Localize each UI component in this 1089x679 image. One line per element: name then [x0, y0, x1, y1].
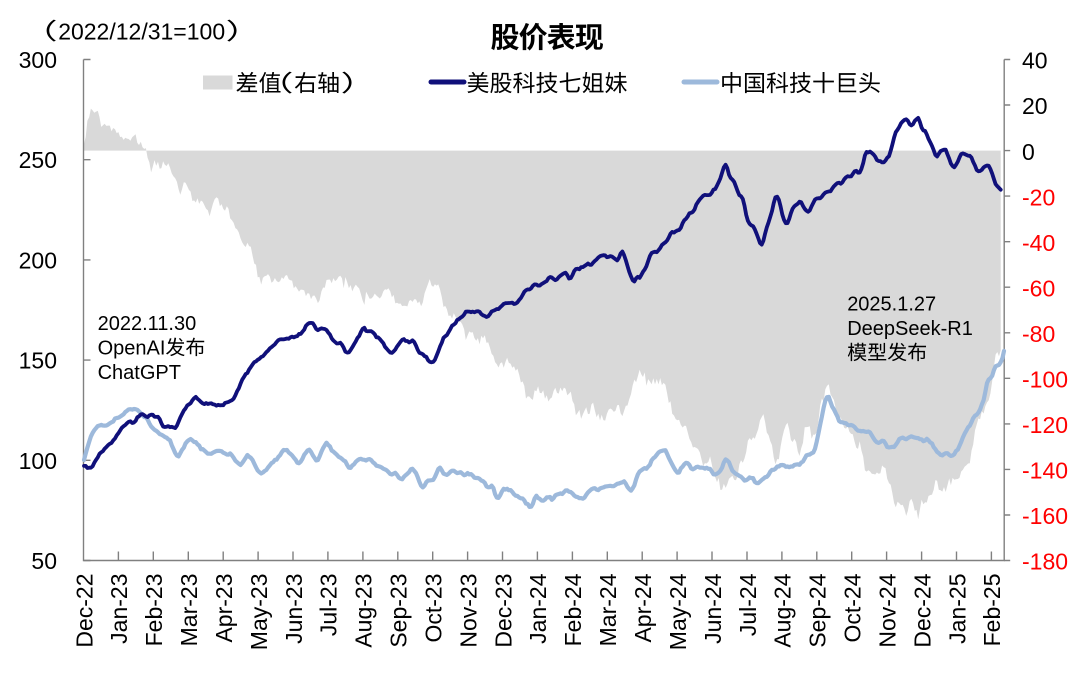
svg-text:250: 250: [19, 147, 57, 173]
svg-text:May-23: May-23: [246, 574, 272, 651]
svg-text:Sep-23: Sep-23: [386, 574, 412, 648]
svg-text:Apr-23: Apr-23: [211, 574, 237, 643]
svg-text:Aug-23: Aug-23: [351, 574, 377, 648]
svg-text:Oct-23: Oct-23: [421, 574, 447, 643]
svg-text:Feb-25: Feb-25: [979, 574, 1005, 647]
svg-text:Mar-24: Mar-24: [595, 573, 621, 646]
svg-text:Mar-23: Mar-23: [176, 574, 202, 647]
svg-text:150: 150: [19, 348, 57, 374]
svg-text:Nov-23: Nov-23: [455, 574, 481, 648]
svg-text:Dec-24: Dec-24: [909, 573, 935, 647]
svg-text:40: 40: [1022, 48, 1048, 74]
svg-text:Jan-25: Jan-25: [944, 574, 970, 644]
svg-text:Feb-23: Feb-23: [141, 574, 167, 647]
svg-text:DeepSeek-R1: DeepSeek-R1: [847, 318, 973, 340]
svg-text:OpenAI: OpenAI: [98, 338, 166, 360]
svg-text:2025.1.27: 2025.1.27: [847, 294, 936, 316]
svg-text:Feb-24: Feb-24: [560, 573, 586, 646]
svg-text:ChatGPT: ChatGPT: [98, 362, 181, 384]
svg-text:-120: -120: [1022, 412, 1068, 438]
svg-text:Apr-24: Apr-24: [630, 573, 656, 642]
svg-text:Dec-23: Dec-23: [490, 574, 516, 648]
svg-text:-80: -80: [1022, 321, 1055, 347]
svg-text:-40: -40: [1022, 230, 1055, 256]
svg-text:2022.11.30: 2022.11.30: [98, 313, 197, 335]
svg-text:Dec-22: Dec-22: [71, 574, 97, 648]
svg-text:200: 200: [19, 247, 57, 273]
svg-text:20: 20: [1022, 93, 1048, 119]
svg-text:Jun-23: Jun-23: [281, 574, 307, 644]
svg-text:Sep-24: Sep-24: [805, 573, 831, 647]
svg-text:May-24: May-24: [665, 573, 691, 650]
svg-text:-100: -100: [1022, 367, 1068, 393]
svg-text:50: 50: [31, 548, 57, 574]
svg-text:2022/12/31=100: 2022/12/31=100: [58, 18, 225, 44]
svg-text:Jun-24: Jun-24: [700, 573, 726, 644]
svg-text:Jan-24: Jan-24: [525, 573, 551, 644]
svg-text:-60: -60: [1022, 275, 1055, 301]
svg-text:Jul-24: Jul-24: [735, 573, 761, 636]
svg-text:300: 300: [19, 47, 57, 73]
svg-text:Aug-24: Aug-24: [770, 573, 796, 647]
svg-text:Oct-24: Oct-24: [840, 573, 866, 642]
svg-text:0: 0: [1022, 139, 1035, 165]
svg-text:Jul-23: Jul-23: [316, 574, 342, 637]
svg-text:-180: -180: [1022, 549, 1068, 575]
svg-text:Nov-24: Nov-24: [874, 573, 900, 647]
svg-text:Jan-23: Jan-23: [106, 574, 132, 644]
svg-text:-160: -160: [1022, 503, 1068, 529]
svg-text:-20: -20: [1022, 184, 1055, 210]
svg-text:100: 100: [19, 448, 57, 474]
svg-text:-140: -140: [1022, 458, 1068, 484]
